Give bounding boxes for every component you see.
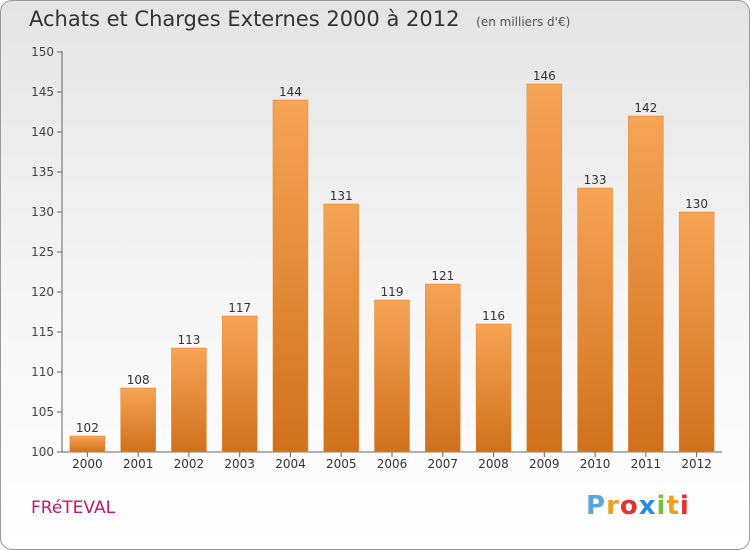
bar-value-label: 121 [431, 269, 454, 283]
chart-title: Achats et Charges Externes 2000 à 2012 (… [29, 7, 570, 31]
bar [323, 203, 359, 453]
y-tick-label: 140 [31, 125, 54, 139]
bar [526, 83, 563, 453]
logo-letter: P [586, 491, 607, 521]
logo-letter: i [656, 491, 667, 521]
bar [425, 283, 461, 453]
bar-value-label: 113 [177, 333, 200, 347]
bar [221, 315, 258, 453]
bar-value-label: 144 [279, 85, 302, 99]
bar [69, 435, 106, 453]
bar [678, 211, 715, 453]
logo-letter: o [619, 491, 639, 521]
x-tick-label: 2005 [326, 457, 357, 471]
y-tick-label: 125 [31, 245, 54, 259]
x-tick-label: 2012 [681, 457, 712, 471]
logo-letter: t [666, 491, 680, 521]
chart-subtitle: (en milliers d'€) [476, 15, 571, 29]
bar [120, 387, 156, 453]
logo-letter: x [638, 491, 657, 521]
bar-value-label: 108 [127, 373, 150, 387]
x-tick-label: 2009 [529, 457, 560, 471]
y-tick-label: 120 [31, 285, 54, 299]
x-tick-label: 2003 [224, 457, 255, 471]
y-axis-ticks: 100 105 110 115 120 125 130 135 140 145 150 [31, 45, 62, 459]
bar-value-label: 133 [584, 173, 607, 187]
bar-value-label: 119 [381, 285, 404, 299]
bar [171, 347, 207, 453]
x-axis-ticks: 2000 2001 2002 2003 2004 2005 2006 2007 2008 2009… [72, 452, 712, 471]
bar-value-label: 102 [76, 421, 99, 435]
bar [577, 187, 613, 453]
bar-value-label: 116 [482, 309, 505, 323]
bar [475, 323, 512, 453]
x-tick-label: 2001 [123, 457, 154, 471]
chart-title-text: Achats et Charges Externes 2000 à 2012 [29, 7, 460, 31]
x-tick-label: 2004 [275, 457, 306, 471]
bar [374, 299, 410, 453]
y-tick-label: 100 [31, 445, 54, 459]
x-tick-label: 2008 [478, 457, 509, 471]
bars-group: 102 108 113 117 144 131 119 121 116 146 133 142 130 [69, 69, 715, 453]
y-tick-label: 145 [31, 85, 54, 99]
y-tick-label: 130 [31, 205, 54, 219]
x-tick-label: 2010 [580, 457, 611, 471]
y-tick-label: 105 [31, 405, 54, 419]
bar-value-label: 142 [634, 101, 657, 115]
bar [628, 115, 664, 453]
x-tick-label: 2011 [631, 457, 662, 471]
y-tick-label: 115 [31, 325, 54, 339]
bar-value-label: 130 [685, 197, 708, 211]
y-tick-label: 135 [31, 165, 54, 179]
logo-letter: i [679, 491, 690, 521]
proxiti-logo: Proxiti [586, 491, 690, 521]
bar-value-label: 146 [533, 69, 556, 83]
x-tick-label: 2006 [377, 457, 408, 471]
logo-letter: r [606, 491, 620, 521]
y-tick-label: 150 [31, 45, 54, 59]
town-name: FRéTEVAL [31, 498, 116, 518]
bar-value-label: 117 [228, 301, 251, 315]
y-tick-label: 110 [31, 365, 54, 379]
x-tick-label: 2002 [174, 457, 205, 471]
bar-value-label: 131 [330, 189, 353, 203]
x-tick-label: 2007 [427, 457, 458, 471]
x-tick-label: 2000 [72, 457, 103, 471]
bar [272, 99, 309, 453]
